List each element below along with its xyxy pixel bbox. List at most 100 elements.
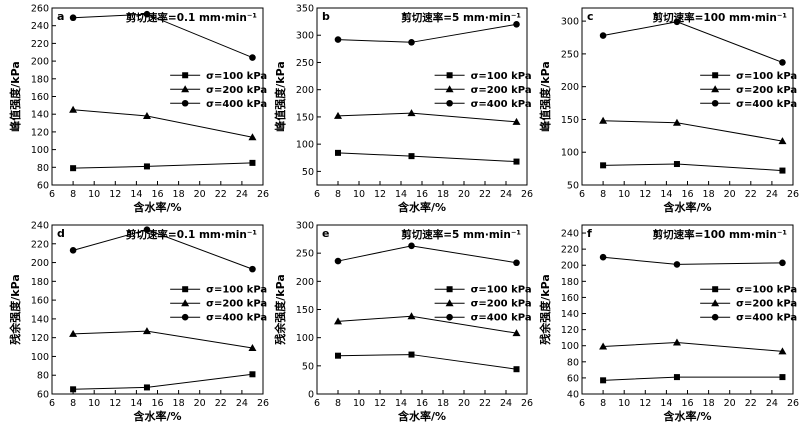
legend-label: σ=200 kPa bbox=[471, 85, 532, 96]
y-tick-label: 150 bbox=[561, 115, 579, 126]
x-axis-label: 含水率/% bbox=[662, 200, 711, 214]
series-line bbox=[603, 163, 783, 172]
chart-title: 剪切速率=0.1 mm·min⁻¹ bbox=[126, 228, 257, 241]
series-2 bbox=[334, 312, 521, 337]
panel-letter: a bbox=[57, 10, 64, 23]
y-tick-label: 50 bbox=[567, 181, 579, 192]
data-point bbox=[599, 253, 607, 261]
y-axis-label: 残余强度/kPa bbox=[273, 274, 287, 345]
series-2 bbox=[334, 109, 521, 125]
data-point bbox=[513, 259, 520, 267]
data-point bbox=[672, 338, 681, 346]
y-tick-label: 100 bbox=[561, 148, 579, 159]
legend-label: σ=400 kPa bbox=[736, 99, 797, 110]
x-tick-label: 8 bbox=[335, 189, 341, 200]
series-2 bbox=[69, 327, 257, 351]
legend-marker bbox=[182, 72, 189, 79]
data-point bbox=[335, 352, 341, 359]
legend-label: σ=100 kPa bbox=[206, 285, 267, 296]
y-tick-label: 100 bbox=[31, 145, 49, 156]
panel-letter: e bbox=[322, 227, 329, 240]
x-tick-label: 18 bbox=[703, 189, 715, 200]
data-point bbox=[513, 158, 520, 165]
data-point bbox=[512, 329, 521, 337]
x-tick-label: 22 bbox=[479, 398, 491, 409]
x-tick-label: 26 bbox=[521, 189, 533, 200]
y-tick-label: 300 bbox=[296, 221, 314, 232]
series-line bbox=[603, 21, 783, 63]
chart-panel-c: 6 8 10 12 14 16 18 20 22 24 26 50 100 150 200 250 300 含水率… bbox=[538, 7, 799, 214]
y-tick-label: 0 bbox=[308, 390, 314, 401]
x-tick-label: 26 bbox=[787, 189, 799, 200]
data-point bbox=[248, 343, 257, 351]
legend: σ=100 kPa σ=200 kPa σ=400 kPa bbox=[434, 285, 532, 324]
x-tick-label: 12 bbox=[109, 398, 121, 409]
series-1 bbox=[70, 159, 256, 172]
y-tick-label: 160 bbox=[31, 92, 49, 103]
legend-marker bbox=[446, 72, 453, 79]
data-point bbox=[249, 265, 256, 273]
y-tick-label: 300 bbox=[561, 17, 579, 28]
x-tick-label: 10 bbox=[88, 189, 100, 200]
legend-marker bbox=[711, 299, 720, 307]
legend-label: σ=100 kPa bbox=[736, 285, 797, 296]
data-point bbox=[673, 18, 681, 26]
data-point bbox=[408, 39, 415, 46]
data-point bbox=[69, 329, 78, 337]
x-tick-label: 6 bbox=[314, 189, 320, 200]
y-axis-label: 峰值强度/kPa bbox=[538, 61, 552, 132]
x-tick-label: 20 bbox=[724, 398, 736, 409]
data-point bbox=[779, 167, 786, 174]
x-tick-label: 20 bbox=[458, 398, 470, 409]
legend-marker bbox=[445, 299, 454, 307]
y-tick-label: 220 bbox=[561, 245, 579, 256]
x-tick-label: 20 bbox=[724, 189, 736, 200]
legend: σ=100 kPa σ=200 kPa σ=400 kPa bbox=[700, 285, 797, 324]
y-tick-label: 100 bbox=[296, 140, 314, 151]
data-point bbox=[143, 384, 150, 391]
x-tick-label: 16 bbox=[681, 189, 693, 200]
chart-panel-e: 6 8 10 12 14 16 18 20 22 24 26 0 50 100 150 200 250 300 含水… bbox=[273, 221, 533, 424]
data-point bbox=[599, 116, 608, 124]
x-tick-label: 8 bbox=[70, 189, 76, 200]
x-axis-label: 含水率/% bbox=[397, 409, 446, 423]
data-point bbox=[673, 374, 680, 381]
x-tick-label: 24 bbox=[236, 398, 248, 409]
legend-label: σ=400 kPa bbox=[471, 99, 532, 110]
x-tick-label: 26 bbox=[787, 398, 799, 409]
plot-frame bbox=[581, 7, 794, 186]
y-axis-label: 峰值强度/kPa bbox=[8, 61, 22, 132]
x-tick-label: 16 bbox=[416, 398, 428, 409]
data-point bbox=[408, 242, 415, 250]
y-tick-label: 200 bbox=[561, 82, 579, 93]
y-tick-label: 140 bbox=[561, 309, 579, 320]
x-tick-label: 12 bbox=[109, 189, 121, 200]
series-1 bbox=[335, 351, 520, 373]
series-1 bbox=[70, 371, 256, 393]
data-point bbox=[599, 342, 608, 350]
y-tick-label: 240 bbox=[31, 21, 49, 32]
x-tick-label: 14 bbox=[660, 189, 672, 200]
series-line bbox=[337, 112, 517, 123]
data-point bbox=[408, 153, 415, 160]
data-point bbox=[600, 162, 607, 169]
y-tick-label: 100 bbox=[561, 341, 579, 352]
x-tick-label: 8 bbox=[335, 398, 341, 409]
x-tick-label: 16 bbox=[151, 398, 163, 409]
y-axis-label: 残余强度/kPa bbox=[8, 274, 22, 345]
legend-marker bbox=[712, 286, 719, 293]
x-tick-label: 22 bbox=[745, 398, 757, 409]
y-tick-label: 150 bbox=[296, 305, 314, 316]
x-tick-label: 18 bbox=[173, 398, 185, 409]
x-tick-label: 24 bbox=[766, 189, 778, 200]
data-point bbox=[69, 247, 77, 254]
series-3 bbox=[334, 21, 520, 46]
legend-marker bbox=[181, 99, 189, 107]
data-point bbox=[407, 312, 416, 320]
data-point bbox=[779, 59, 786, 66]
chart-title: 剪切速率=5 mm·min⁻¹ bbox=[401, 11, 521, 24]
legend: σ=100 kPa σ=200 kPa σ=400 kPa bbox=[700, 71, 797, 110]
x-tick-label: 14 bbox=[130, 189, 142, 200]
series-line bbox=[337, 152, 517, 163]
legend-label: σ=100 kPa bbox=[471, 71, 532, 82]
